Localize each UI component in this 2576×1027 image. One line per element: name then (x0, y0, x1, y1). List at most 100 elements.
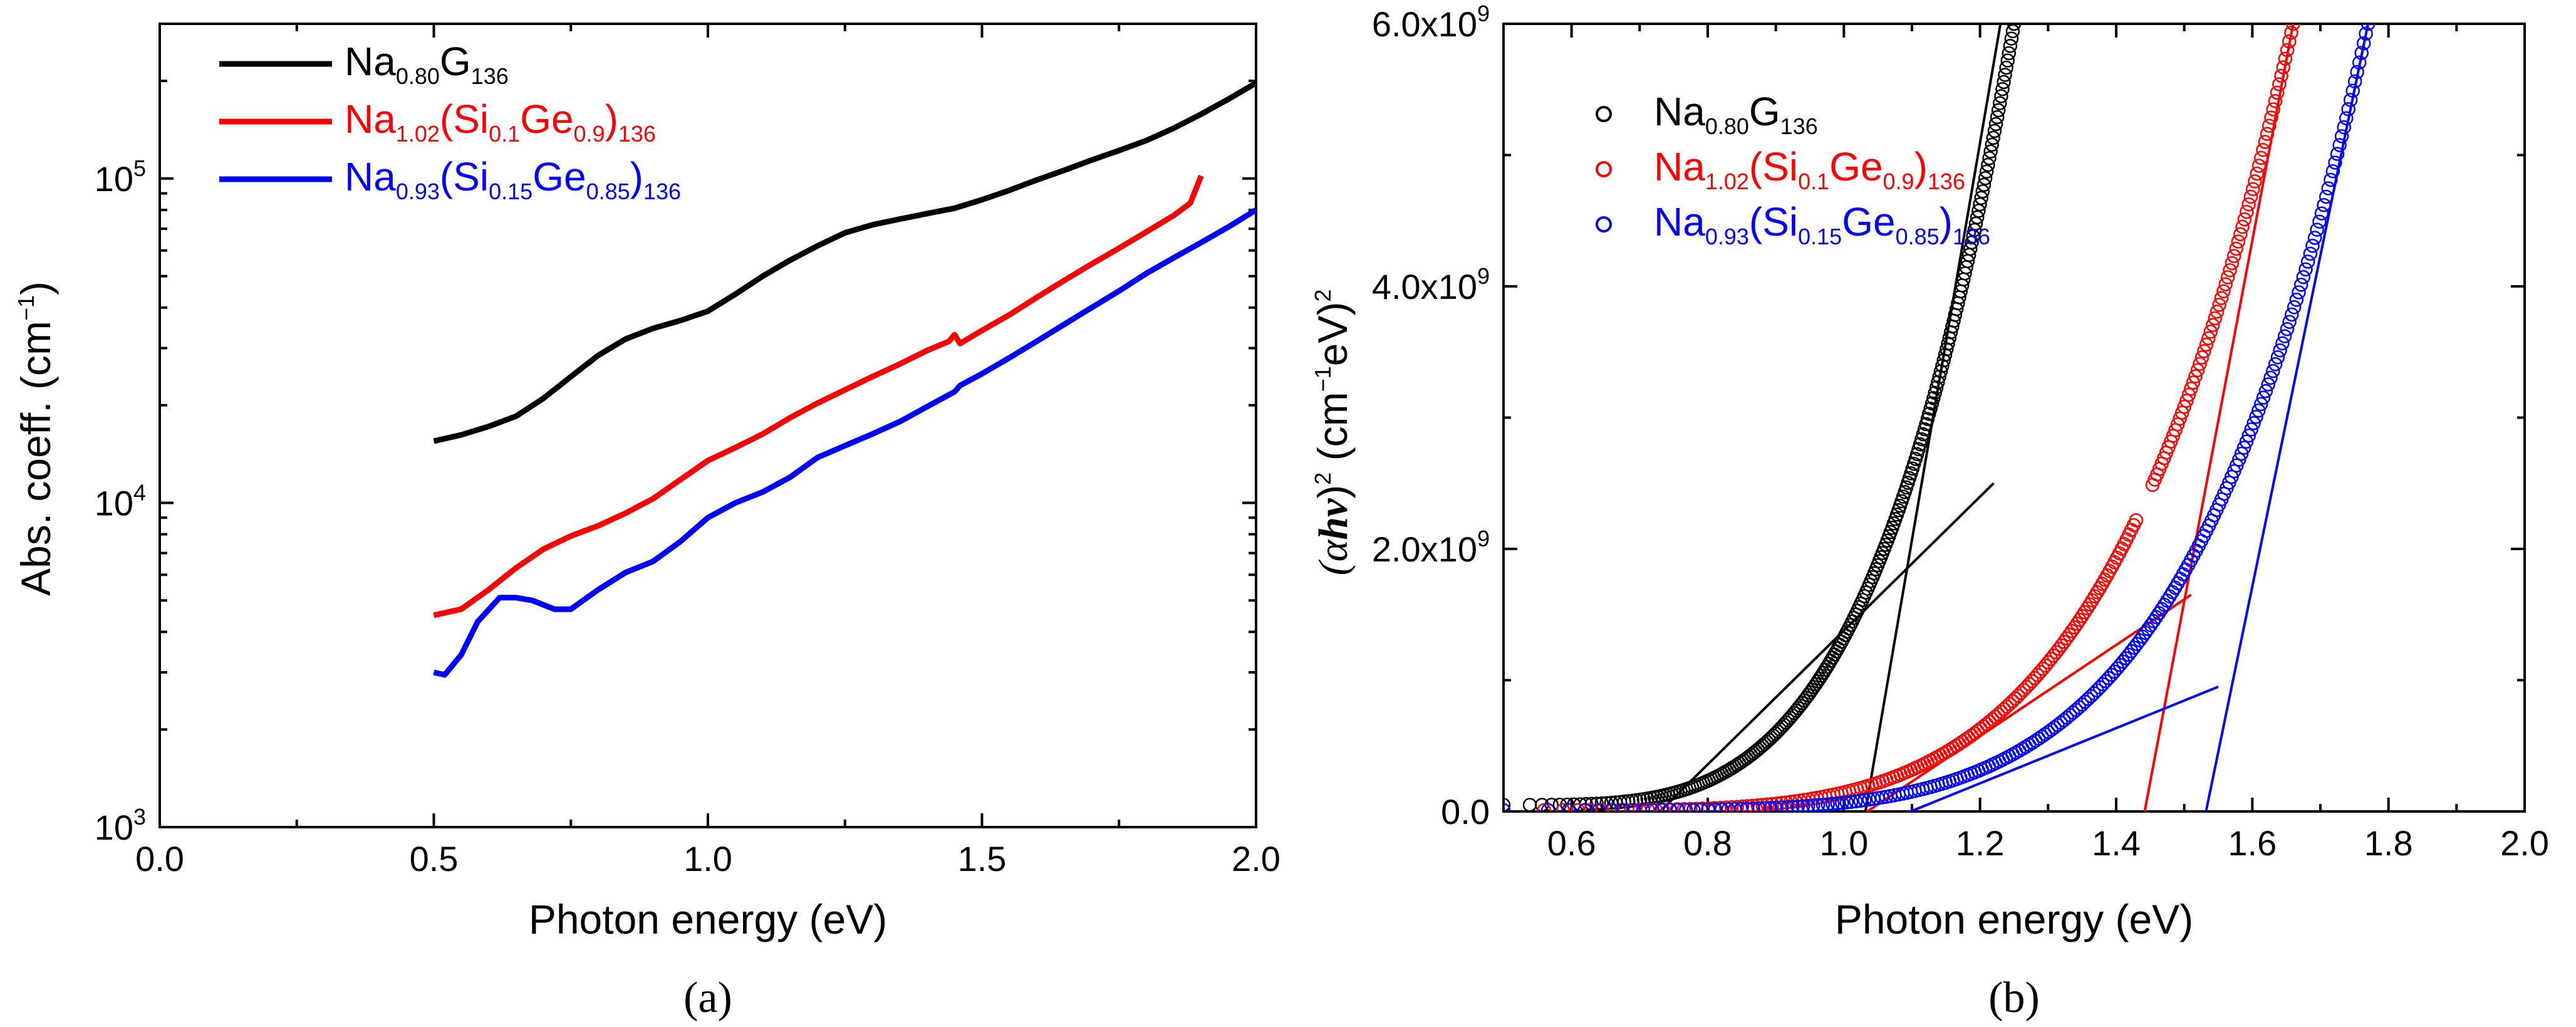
x-tick-label: 0.8 (1683, 823, 1732, 863)
data-point (1990, 110, 2005, 125)
data-point (2239, 434, 2254, 449)
data-point (1800, 798, 1815, 811)
data-point (2054, 638, 2069, 653)
data-point (1583, 803, 1598, 811)
data-point (1923, 401, 1938, 416)
fit-line (2143, 24, 2295, 811)
data-point (1645, 803, 1660, 811)
legend-label: Na1.02(Si0.1Ge0.9)136 (345, 96, 656, 147)
data-point (2177, 399, 2192, 414)
data-point (1790, 799, 1805, 811)
chart-a-series-line-0 (433, 80, 1258, 444)
chart-a-xlabel: Photon energy (eV) (529, 896, 887, 942)
data-point (2070, 617, 2084, 631)
data-point (2075, 608, 2089, 623)
data-point (2250, 166, 2264, 181)
legend-label: Na0.93(Si0.15Ge0.85)136 (1654, 199, 1990, 249)
data-point (2274, 68, 2288, 83)
data-point (2248, 174, 2262, 189)
chart-b-panel-label: (b) (1988, 974, 2040, 1022)
y-tick-label: 2.0x109 (1372, 526, 1490, 569)
legend-label: Na0.80G136 (1654, 89, 1818, 139)
data-point (1730, 800, 1744, 811)
data-point (2270, 85, 2285, 100)
data-point (2254, 150, 2268, 165)
data-point (1752, 801, 1767, 811)
data-point (1971, 204, 1986, 218)
data-point (2298, 262, 2313, 277)
data-point (1805, 798, 1820, 811)
data-point (2218, 277, 2233, 291)
data-point (1719, 800, 1733, 811)
data-point (1522, 798, 1537, 811)
data-point (2266, 102, 2280, 117)
data-point (2184, 382, 2198, 396)
data-point (2300, 254, 2315, 269)
y-tick-label: 0.0 (1441, 792, 1490, 832)
legend-marker (1596, 216, 1612, 232)
data-point (1708, 802, 1722, 811)
data-point (1774, 800, 1789, 811)
data-point (1678, 803, 1693, 811)
data-point (2325, 164, 2340, 179)
data-point (2216, 284, 2231, 298)
legend-marker (1596, 106, 1612, 122)
data-point (2285, 307, 2299, 322)
data-point (1999, 60, 2013, 75)
data-point (2181, 387, 2196, 402)
data-point (2173, 411, 2187, 426)
data-point (2003, 39, 2018, 53)
data-point (2296, 269, 2311, 284)
data-point (2243, 189, 2258, 204)
data-point (2246, 416, 2261, 430)
data-point (1978, 171, 1993, 185)
data-point (2268, 357, 2283, 372)
data-point (2360, 24, 2376, 31)
data-point (1853, 793, 1867, 808)
data-point (1561, 803, 1576, 811)
x-tick-label: 1.0 (683, 839, 732, 878)
data-point (2314, 206, 2329, 221)
data-point (2000, 53, 2015, 68)
data-point (2282, 315, 2297, 329)
data-point (2199, 337, 2214, 352)
data-point (2210, 305, 2225, 319)
data-point (1769, 800, 1784, 811)
data-point (1760, 797, 1775, 811)
data-point (2270, 350, 2285, 365)
data-point (2253, 397, 2268, 412)
y-tick-label: 103 (95, 804, 146, 847)
data-point (1604, 803, 1619, 811)
data-point (2174, 405, 2189, 420)
data-point (1986, 130, 2001, 145)
data-point (1795, 799, 1810, 811)
fit-line (1907, 686, 2219, 811)
data-point (2236, 441, 2251, 455)
data-point (1785, 800, 1800, 811)
chart-a-series-line-1 (433, 174, 1204, 618)
data-point (1926, 391, 1941, 405)
data-point (1924, 396, 1940, 411)
data-point (1504, 798, 1511, 811)
data-point (2240, 204, 2254, 219)
data-point (1835, 796, 1849, 810)
data-point (1988, 117, 2003, 132)
data-point (2214, 291, 2229, 305)
data-point (1758, 801, 1772, 811)
data-point (2261, 377, 2275, 392)
chart-a-ylabel: Abs. coeff. (cm−1) (13, 281, 59, 596)
data-point (1844, 795, 1859, 809)
fit-line (2205, 24, 2370, 811)
data-point (1504, 803, 1511, 811)
data-point (2188, 369, 2203, 383)
data-point (2275, 336, 2290, 351)
data-point (1973, 197, 1987, 212)
chart-b-xlabel: Photon energy (eV) (1835, 896, 2193, 942)
data-point (2328, 155, 2342, 170)
data-point (1979, 164, 1994, 179)
data-point (2256, 390, 2271, 405)
data-point (2332, 138, 2347, 152)
data-point (2262, 118, 2277, 133)
data-point (1995, 81, 2010, 96)
